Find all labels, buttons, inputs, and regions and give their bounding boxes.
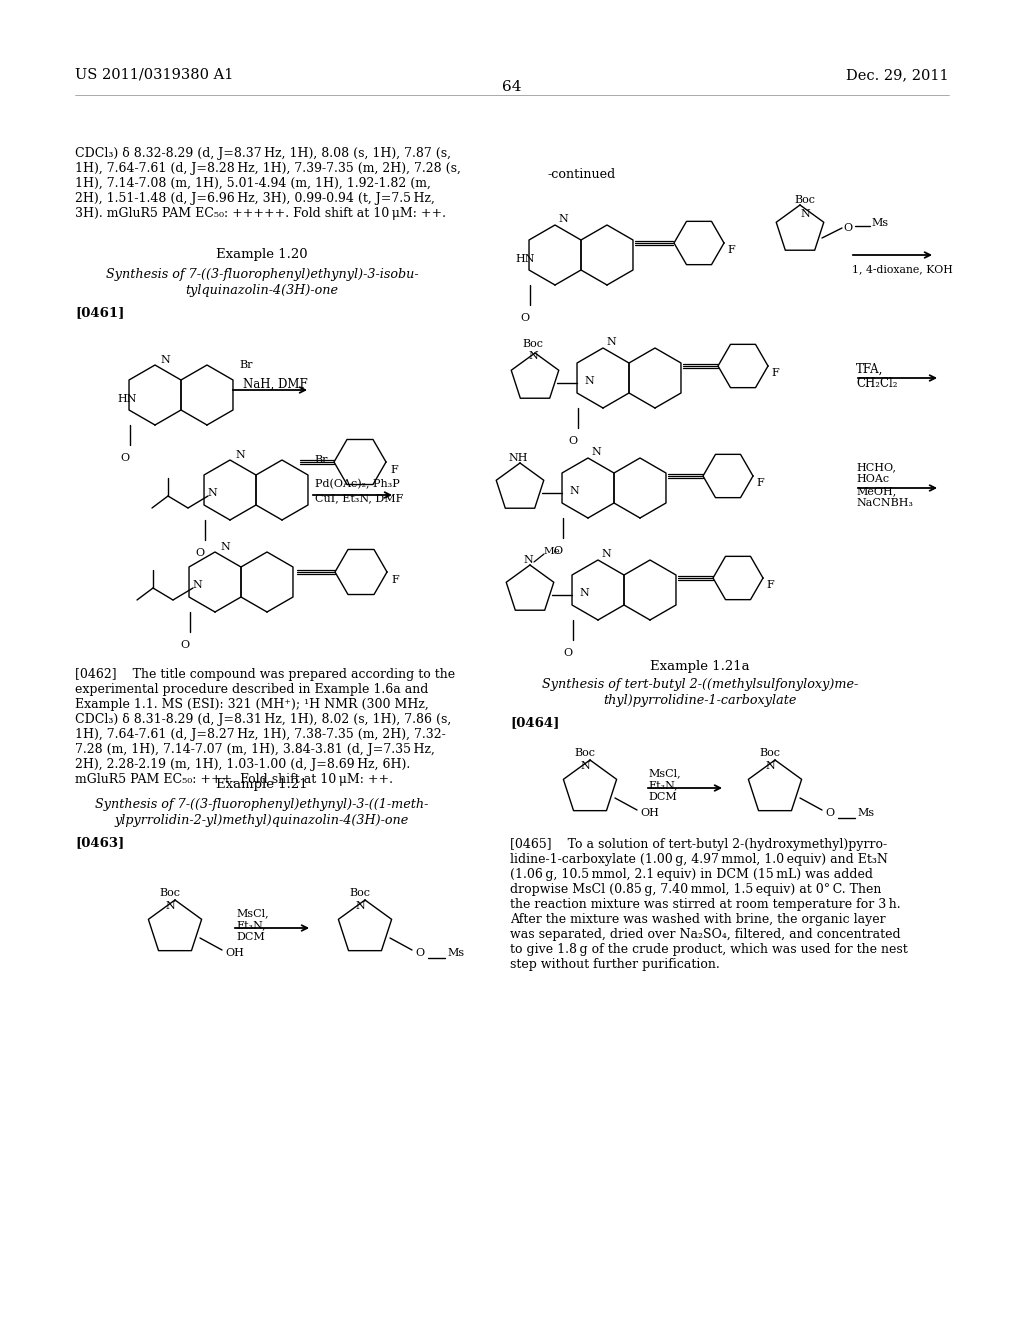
Text: tylquinazolin-4(3H)-one: tylquinazolin-4(3H)-one xyxy=(185,284,339,297)
Text: N: N xyxy=(591,447,601,457)
Text: Et₃N,: Et₃N, xyxy=(236,920,265,931)
Text: MeOH,: MeOH, xyxy=(856,486,896,496)
Text: MsCl,: MsCl, xyxy=(236,908,268,917)
Text: Boc: Boc xyxy=(760,748,780,758)
Text: O: O xyxy=(415,948,424,958)
Text: CuI, Et₃N, DMF: CuI, Et₃N, DMF xyxy=(315,492,403,503)
Text: Ms: Ms xyxy=(871,218,888,228)
Text: Boc: Boc xyxy=(349,888,371,898)
Text: OH: OH xyxy=(225,948,244,958)
Text: O: O xyxy=(520,313,529,323)
Text: -continued: -continued xyxy=(548,168,616,181)
Text: [0463]: [0463] xyxy=(75,836,124,849)
Text: F: F xyxy=(766,579,774,590)
Text: Boc: Boc xyxy=(522,339,544,348)
Text: O: O xyxy=(196,548,205,558)
Text: F: F xyxy=(756,478,764,488)
Text: N: N xyxy=(160,355,170,366)
Text: Br: Br xyxy=(239,360,253,370)
Text: [0461]: [0461] xyxy=(75,306,124,319)
Text: N: N xyxy=(581,762,590,771)
Text: MsCl,: MsCl, xyxy=(648,768,681,777)
Text: NH: NH xyxy=(508,453,527,463)
Text: 64: 64 xyxy=(502,81,522,94)
Text: 1, 4-dioxane, KOH: 1, 4-dioxane, KOH xyxy=(852,264,952,275)
Text: N: N xyxy=(523,554,532,565)
Text: N: N xyxy=(528,351,538,360)
Text: Synthesis of tert-butyl 2-((methylsulfonyloxy)me-: Synthesis of tert-butyl 2-((methylsulfon… xyxy=(542,678,858,690)
Text: N: N xyxy=(220,543,229,552)
Text: Et₃N,: Et₃N, xyxy=(648,780,678,789)
Text: F: F xyxy=(390,465,397,475)
Text: HCHO,: HCHO, xyxy=(856,462,896,473)
Text: HOAc: HOAc xyxy=(856,474,889,484)
Text: O: O xyxy=(563,648,572,657)
Text: Ms: Ms xyxy=(857,808,874,818)
Text: N: N xyxy=(606,337,615,347)
Text: Dec. 29, 2011: Dec. 29, 2011 xyxy=(847,69,949,82)
Text: F: F xyxy=(727,246,735,255)
Text: O: O xyxy=(843,223,852,234)
Text: N: N xyxy=(207,488,217,498)
Text: Synthesis of 7-((3-fluorophenyl)ethynyl)-3-isobu-: Synthesis of 7-((3-fluorophenyl)ethynyl)… xyxy=(105,268,419,281)
Text: N: N xyxy=(193,579,202,590)
Text: F: F xyxy=(391,576,398,585)
Text: Boc: Boc xyxy=(574,748,596,758)
Text: NaCNBH₃: NaCNBH₃ xyxy=(856,498,913,508)
Text: Pd(OAc)₂, Ph₃P: Pd(OAc)₂, Ph₃P xyxy=(315,479,399,490)
Text: N: N xyxy=(765,762,775,771)
Text: ylpyrrolidin-2-yl)methyl)quinazolin-4(3H)-one: ylpyrrolidin-2-yl)methyl)quinazolin-4(3H… xyxy=(115,814,410,828)
Text: Boc: Boc xyxy=(795,195,815,205)
Text: O: O xyxy=(825,808,835,818)
Text: DCM: DCM xyxy=(648,792,677,803)
Text: N: N xyxy=(569,486,579,496)
Text: O: O xyxy=(180,640,189,649)
Text: HN: HN xyxy=(515,253,535,264)
Text: N: N xyxy=(165,902,175,911)
Text: N: N xyxy=(601,549,610,558)
Text: [0462]    The title compound was prepared according to the
experimental procedur: [0462] The title compound was prepared a… xyxy=(75,668,455,785)
Text: N: N xyxy=(580,587,589,598)
Text: HN: HN xyxy=(117,393,136,404)
Text: CDCl₃) δ 8.32-8.29 (d, J=8.37 Hz, 1H), 8.08 (s, 1H), 7.87 (s,
1H), 7.64-7.61 (d,: CDCl₃) δ 8.32-8.29 (d, J=8.37 Hz, 1H), 8… xyxy=(75,147,461,220)
Text: F: F xyxy=(771,368,778,378)
Text: US 2011/0319380 A1: US 2011/0319380 A1 xyxy=(75,69,233,82)
Text: Example 1.21: Example 1.21 xyxy=(216,777,308,791)
Text: O: O xyxy=(553,546,562,556)
Text: N: N xyxy=(584,376,594,385)
Text: N: N xyxy=(355,902,365,911)
Text: Me: Me xyxy=(544,548,561,557)
Text: Ms: Ms xyxy=(447,948,464,958)
Text: DCM: DCM xyxy=(236,932,265,942)
Text: [0464]: [0464] xyxy=(510,715,559,729)
Text: O: O xyxy=(568,436,578,446)
Text: Br: Br xyxy=(314,455,328,465)
Text: TFA,: TFA, xyxy=(856,363,884,376)
Text: N: N xyxy=(558,214,567,224)
Text: Example 1.21a: Example 1.21a xyxy=(650,660,750,673)
Text: OH: OH xyxy=(640,808,658,818)
Text: O: O xyxy=(121,453,130,463)
Text: Example 1.20: Example 1.20 xyxy=(216,248,308,261)
Text: Synthesis of 7-((3-fluorophenyl)ethynyl)-3-((1-meth-: Synthesis of 7-((3-fluorophenyl)ethynyl)… xyxy=(95,799,429,810)
Text: N: N xyxy=(800,209,810,219)
Text: N: N xyxy=(234,450,245,459)
Text: [0465]    To a solution of tert-butyl 2-(hydroxymethyl)pyrro-
lidine-1-carboxyla: [0465] To a solution of tert-butyl 2-(hy… xyxy=(510,838,907,972)
Text: CH₂Cl₂: CH₂Cl₂ xyxy=(856,378,897,389)
Text: Boc: Boc xyxy=(160,888,180,898)
Text: NaH, DMF: NaH, DMF xyxy=(243,378,308,391)
Text: thyl)pyrrolidine-1-carboxylate: thyl)pyrrolidine-1-carboxylate xyxy=(603,694,797,708)
